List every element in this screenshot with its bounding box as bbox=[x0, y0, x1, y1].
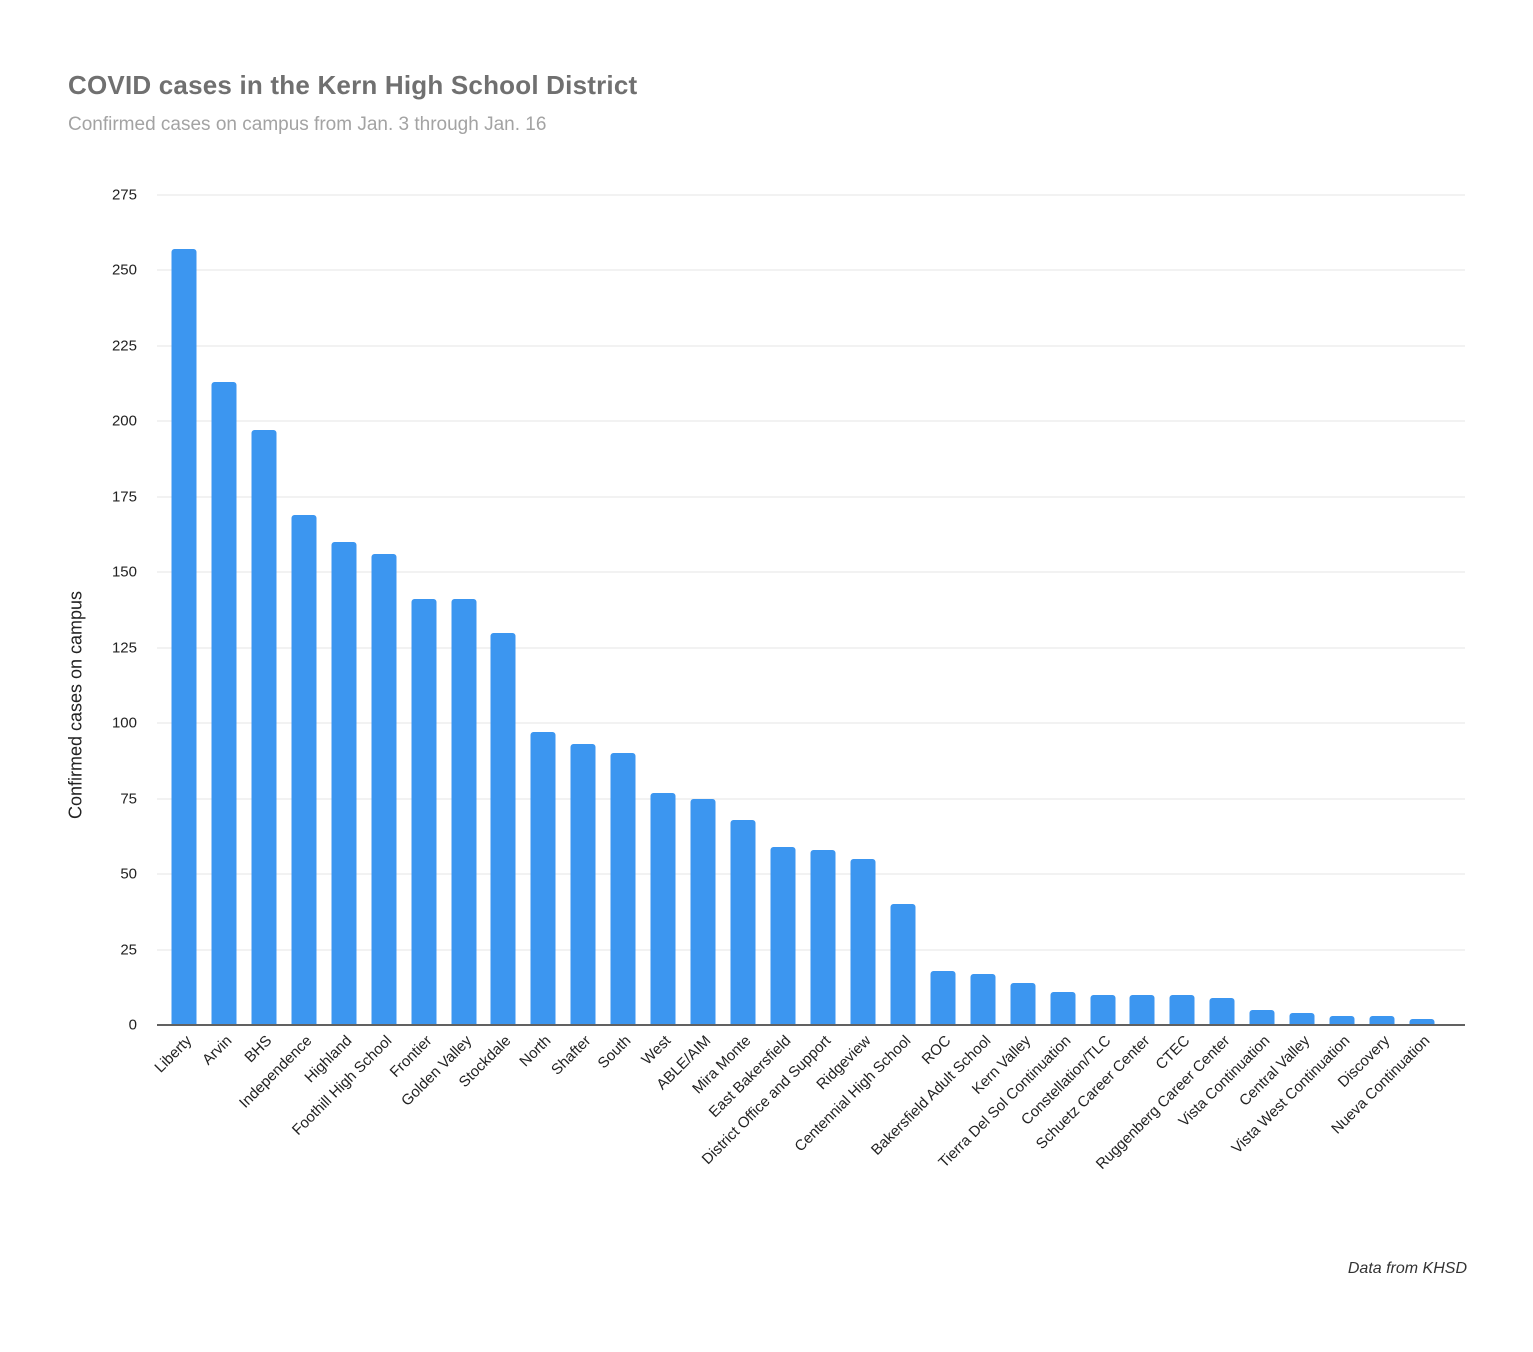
bar bbox=[251, 430, 277, 1025]
y-tick-label: 25 bbox=[120, 941, 137, 959]
y-tick-label: 200 bbox=[111, 412, 137, 430]
bar bbox=[1169, 994, 1195, 1025]
gridline bbox=[157, 345, 1465, 347]
bar bbox=[530, 732, 556, 1025]
bar bbox=[730, 819, 756, 1025]
bar bbox=[770, 846, 796, 1025]
bar bbox=[930, 970, 956, 1025]
y-tick-label: 125 bbox=[111, 639, 137, 657]
x-tick-labels: Liberty Arvin BHS Independence Highland Footh… bbox=[151, 1025, 1442, 1295]
y-tick-label: 100 bbox=[111, 714, 137, 732]
plot-area bbox=[157, 194, 1465, 1026]
bar bbox=[371, 554, 397, 1025]
y-tick-label: 0 bbox=[128, 1016, 137, 1034]
y-tick-label: 50 bbox=[120, 865, 137, 883]
bar bbox=[291, 514, 317, 1025]
bar bbox=[570, 744, 596, 1025]
gridline bbox=[157, 722, 1465, 724]
gridline bbox=[157, 269, 1465, 271]
bar bbox=[1129, 994, 1155, 1025]
bar bbox=[850, 859, 876, 1025]
gridline bbox=[157, 647, 1465, 649]
gridline bbox=[157, 194, 1465, 196]
bar bbox=[1289, 1012, 1315, 1025]
bar bbox=[1209, 997, 1235, 1025]
bar bbox=[490, 632, 516, 1025]
gridline bbox=[157, 571, 1465, 573]
gridline bbox=[157, 420, 1465, 422]
bar bbox=[1010, 982, 1036, 1025]
bar bbox=[1050, 991, 1076, 1025]
y-tick-label: 75 bbox=[120, 790, 137, 808]
bar bbox=[1409, 1018, 1435, 1025]
gridline bbox=[157, 496, 1465, 498]
y-tick-labels: 0 25 50 75 100 125 150 175 200 225 250 275 bbox=[0, 188, 147, 1033]
bar bbox=[411, 599, 437, 1025]
bar bbox=[610, 753, 636, 1025]
y-tick-label: 175 bbox=[111, 488, 137, 506]
y-tick-label: 275 bbox=[111, 186, 137, 204]
bar bbox=[1369, 1015, 1395, 1025]
bar bbox=[650, 792, 676, 1025]
bar bbox=[451, 599, 477, 1025]
bar bbox=[1329, 1015, 1355, 1025]
bar bbox=[970, 973, 996, 1025]
bars-layer bbox=[164, 195, 1442, 1025]
bar bbox=[211, 382, 237, 1025]
bar bbox=[1249, 1009, 1275, 1025]
chart-subtitle: Confirmed cases on campus from Jan. 3 th… bbox=[68, 114, 547, 135]
x-axis-baseline bbox=[157, 1024, 1465, 1026]
bar bbox=[1090, 994, 1116, 1025]
gridline bbox=[157, 798, 1465, 800]
bar bbox=[890, 904, 916, 1025]
bar bbox=[331, 542, 357, 1025]
bar bbox=[810, 849, 836, 1025]
data-source-note: Data from KHSD bbox=[1347, 1260, 1467, 1277]
bar bbox=[171, 249, 197, 1025]
y-tick-label: 150 bbox=[111, 563, 137, 581]
y-tick-label: 225 bbox=[111, 337, 137, 355]
bar bbox=[690, 798, 716, 1025]
y-tick-label: 250 bbox=[111, 261, 137, 279]
chart-title: COVID cases in the Kern High School Dist… bbox=[68, 70, 638, 100]
